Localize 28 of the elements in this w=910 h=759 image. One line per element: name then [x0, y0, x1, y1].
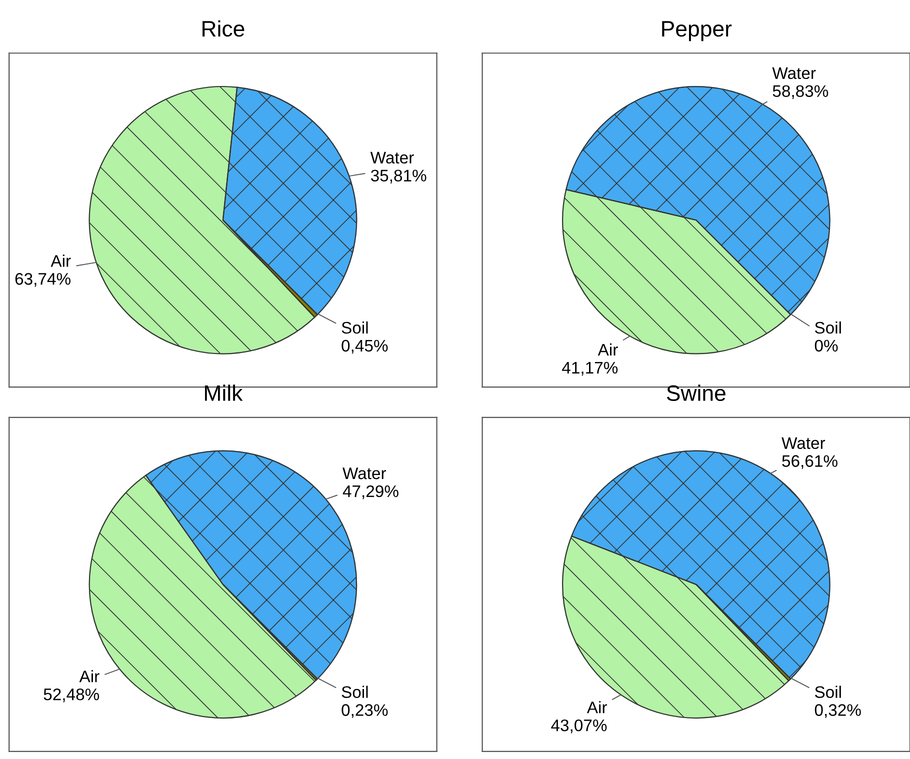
data-label: 52,48%	[44, 688, 100, 702]
data-label: 56,61%	[782, 455, 838, 469]
slice-label: Water	[782, 437, 826, 449]
slice-label: Soil	[342, 321, 368, 334]
slice-label: Air	[586, 701, 607, 714]
slice-label: Water	[342, 468, 386, 480]
data-label: 0,23%	[342, 704, 388, 718]
slice-label: Soil	[342, 686, 368, 698]
slice-label: Soil	[814, 686, 841, 698]
chart-title: Rice	[202, 20, 244, 37]
chart-title: Pepper	[662, 21, 732, 42]
data-label: 35,81%	[370, 170, 426, 184]
data-label: 47,29%	[342, 485, 398, 500]
data-label: 63,74%	[15, 273, 70, 287]
slice-label: Air	[79, 670, 100, 682]
data-label: 43,07%	[551, 719, 607, 734]
slice-label: Air	[50, 254, 71, 267]
slice-label: Air	[598, 343, 618, 356]
legend-label: Soil	[814, 321, 841, 334]
data-label: 0,45%	[342, 340, 388, 354]
slice-label: Water	[772, 67, 816, 80]
data-label: 58,83%	[772, 85, 828, 99]
data-label: 0,32%	[814, 704, 861, 718]
slice-label: Water	[370, 152, 414, 164]
chart-title: Swine	[666, 384, 726, 401]
data-label: 41,17%	[562, 362, 618, 376]
chart-title: Milk	[205, 384, 243, 401]
text: 0%	[814, 340, 838, 352]
